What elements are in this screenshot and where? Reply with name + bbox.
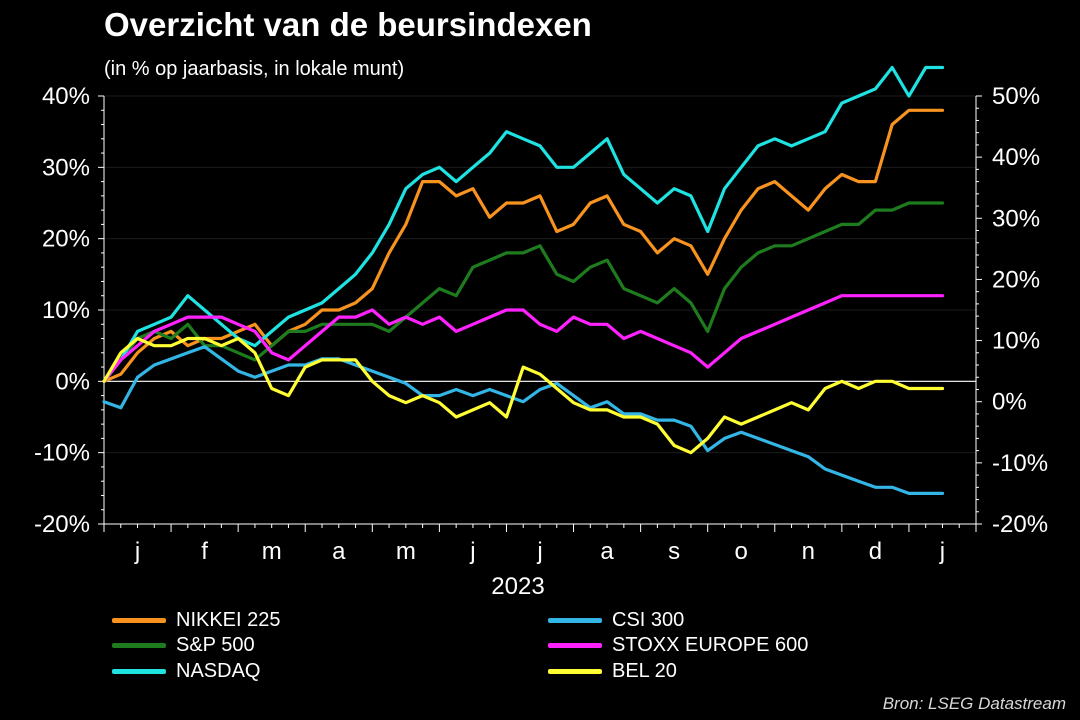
gridlines xyxy=(104,95,976,525)
y-tick-label-right: 20% xyxy=(992,266,1040,293)
legend-label: BEL 20 xyxy=(612,659,677,682)
series-lines xyxy=(102,65,945,495)
y-tick-label-right: 40% xyxy=(992,144,1040,171)
legend-label: STOXX EUROPE 600 xyxy=(612,633,809,656)
x-axis-label: 2023 xyxy=(491,573,544,600)
x-tick-label: j xyxy=(134,538,140,565)
series-line-bel-20 xyxy=(102,336,945,455)
y-tick-label-left: 20% xyxy=(42,226,90,253)
x-tick-label: s xyxy=(668,538,680,565)
y-tick-label-right: 30% xyxy=(992,205,1040,232)
x-tick-label: d xyxy=(869,538,882,565)
x-tick-label: m xyxy=(262,538,282,565)
x-tick-label: a xyxy=(600,538,614,565)
tick-labels: -20% -10% 0% 10% 20% 30% 40% -20% -10% 0% 10% 20% 30… xyxy=(34,83,1048,600)
x-tick-label: j xyxy=(939,538,945,565)
series-line-csi-300 xyxy=(102,345,945,495)
axes xyxy=(98,95,982,532)
chart-title: Overzicht van de beursindexen xyxy=(104,6,592,43)
x-tick-label: j xyxy=(469,538,475,565)
legend-item: NASDAQ xyxy=(112,658,260,684)
y-tick-label-right: 0% xyxy=(992,389,1027,416)
x-tick-label: o xyxy=(735,538,748,565)
legend-swatch xyxy=(112,642,166,648)
y-tick-label-left: 30% xyxy=(42,154,90,181)
x-tick-label: f xyxy=(201,538,208,565)
series-line-nasdaq xyxy=(102,65,945,383)
legend-label: NASDAQ xyxy=(176,659,261,682)
legend-label: S&P 500 xyxy=(176,633,255,656)
y-tick-label-right: 50% xyxy=(992,83,1040,110)
x-tick-label: j xyxy=(536,538,542,565)
series-line-nikkei-225 xyxy=(102,108,945,383)
legend-swatch xyxy=(548,642,602,648)
source-note: Bron: LSEG Datastream xyxy=(882,694,1066,713)
y-tick-label-left: -10% xyxy=(34,440,90,467)
y-tick-label-left: 0% xyxy=(55,368,90,395)
legend-swatch xyxy=(548,668,602,674)
series-line-stoxx-europe-600 xyxy=(102,294,945,383)
legend-item: BEL 20 xyxy=(548,658,677,684)
y-tick-label-right: 10% xyxy=(992,328,1040,355)
y-tick-label-left: -20% xyxy=(34,511,90,538)
y-tick-label-right: -20% xyxy=(992,511,1048,538)
y-tick-label-left: 40% xyxy=(42,83,90,110)
legend-label: NIKKEI 225 xyxy=(176,608,281,631)
legend-item: CSI 300 xyxy=(548,607,684,633)
x-tick-label: a xyxy=(332,538,346,565)
legend-item: NIKKEI 225 xyxy=(112,607,281,633)
x-tick-label: n xyxy=(802,538,815,565)
legend-item: STOXX EUROPE 600 xyxy=(548,632,808,658)
legend-label: CSI 300 xyxy=(612,608,685,631)
series-line-s-p-500 xyxy=(102,201,945,383)
legend-swatch xyxy=(112,617,166,623)
y-tick-label-right: -10% xyxy=(992,450,1048,477)
legend-item: S&P 500 xyxy=(112,632,255,658)
legend-swatch xyxy=(548,617,602,623)
x-tick-label: m xyxy=(396,538,416,565)
legend-swatch xyxy=(112,668,166,674)
y-tick-label-left: 10% xyxy=(42,297,90,324)
chart-subtitle: (in % op jaarbasis, in lokale munt) xyxy=(104,58,405,80)
